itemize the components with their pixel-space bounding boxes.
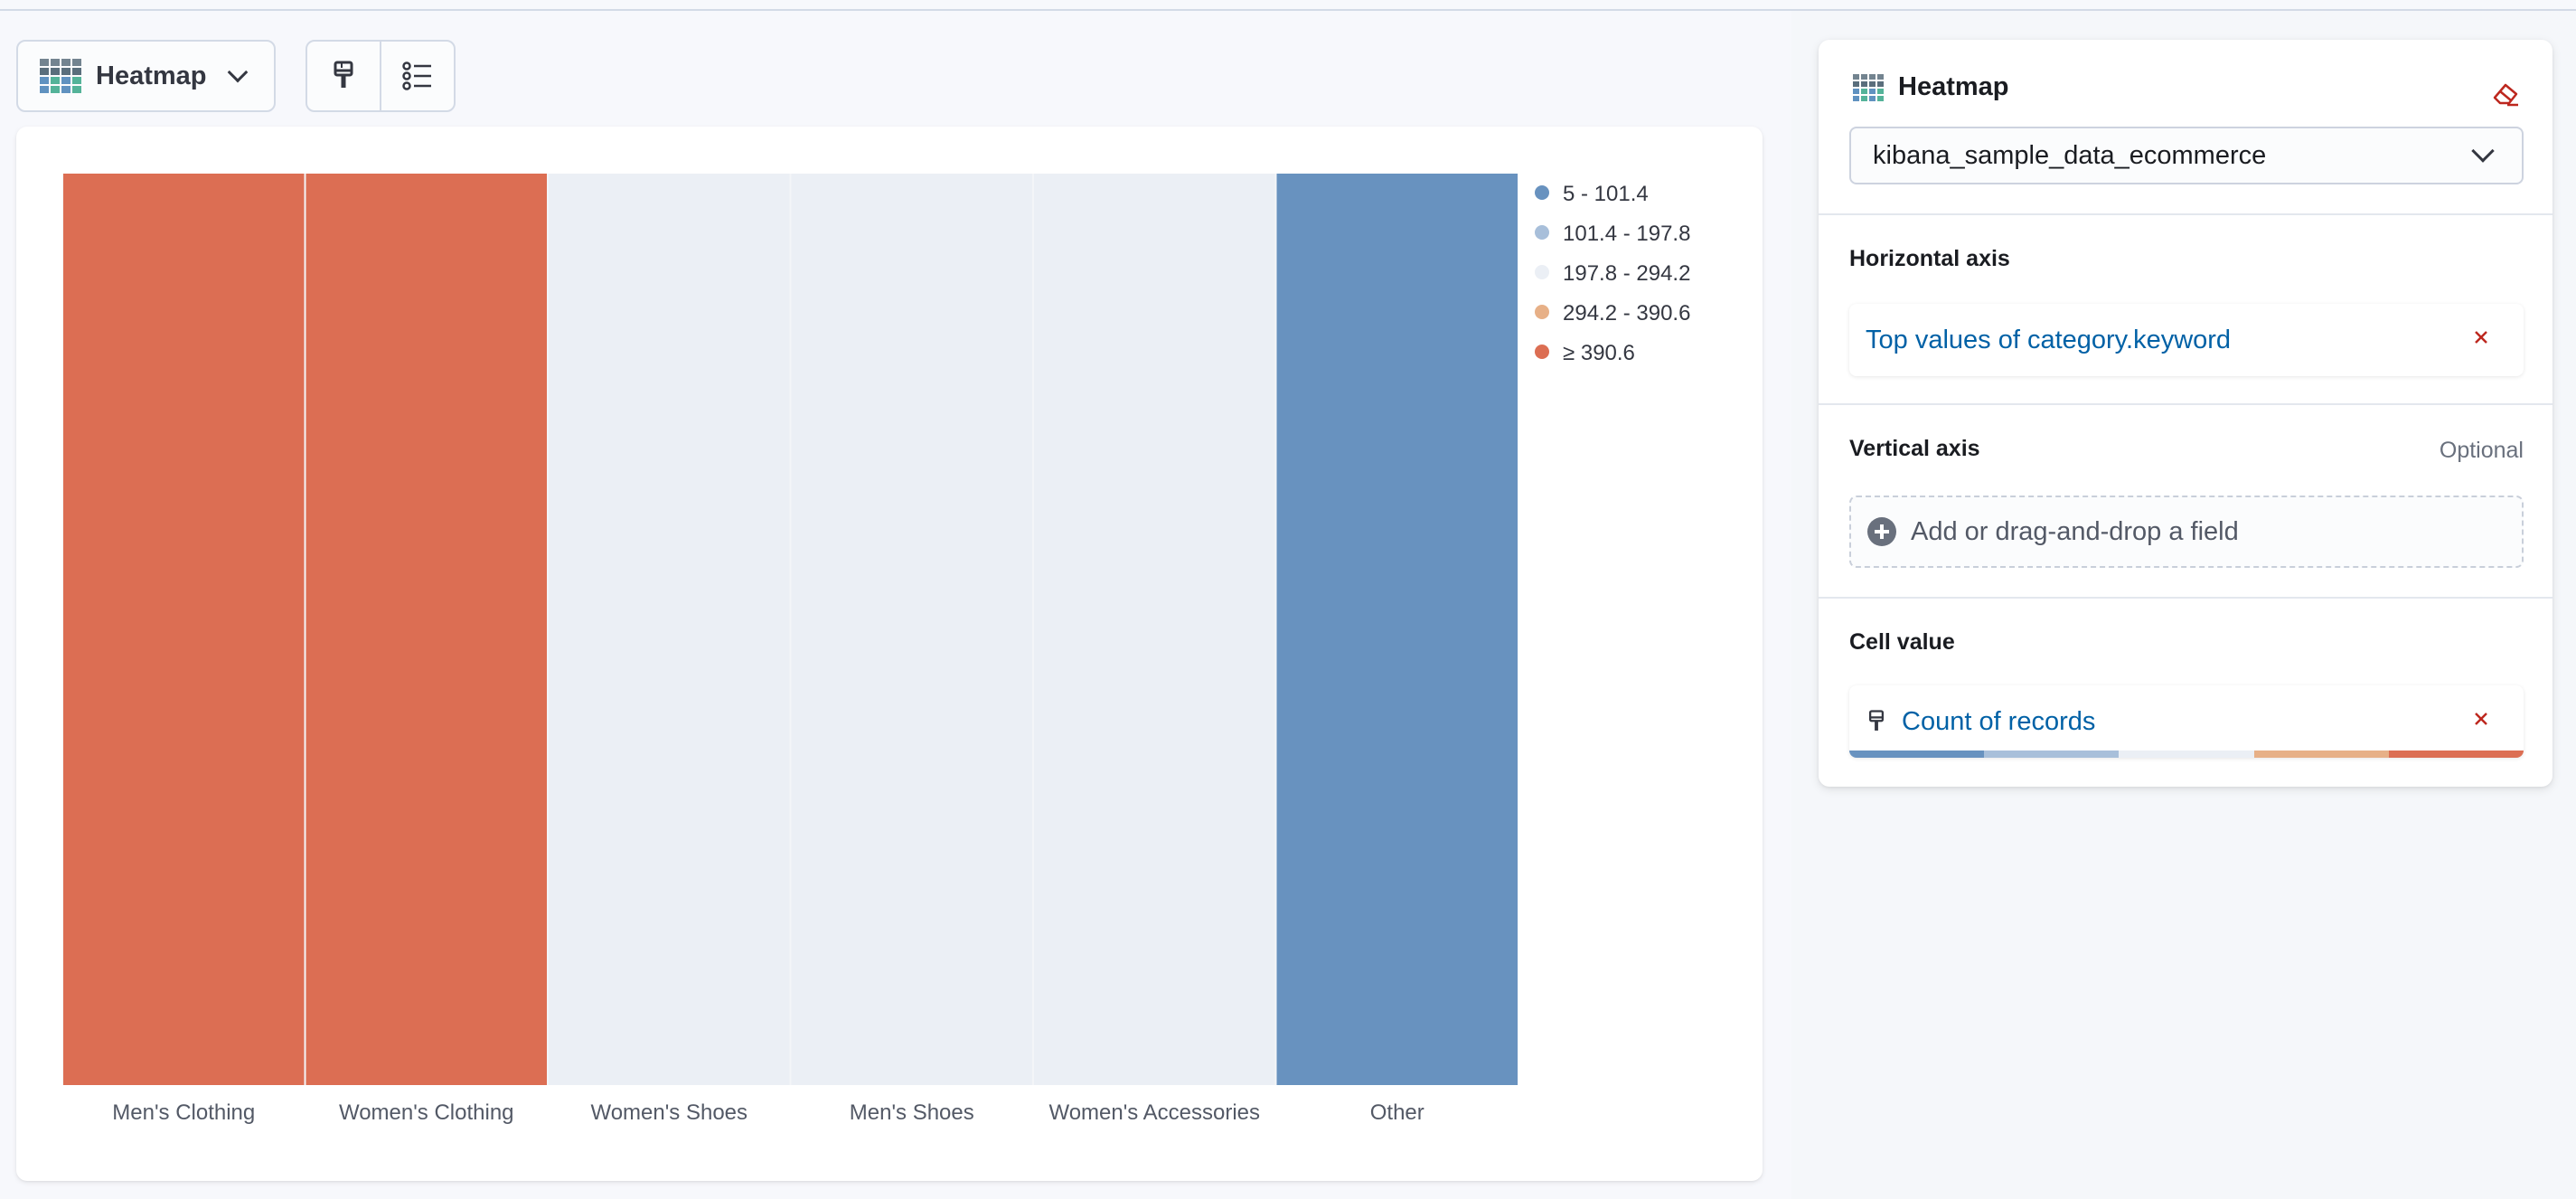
x-tick-label: Men's Shoes xyxy=(850,1100,974,1125)
heatmap-cell[interactable] xyxy=(791,174,1033,1085)
legend-swatch xyxy=(1535,305,1549,319)
config-header: Heatmap xyxy=(1853,72,2009,102)
x-tick-label: Other xyxy=(1370,1100,1424,1125)
list-bullet-icon xyxy=(402,61,431,90)
eraser-icon xyxy=(2493,83,2518,107)
app-header-border xyxy=(0,0,2576,11)
optional-label: Optional xyxy=(2439,438,2524,463)
x-tick-label: Women's Shoes xyxy=(590,1100,747,1125)
legend-swatch xyxy=(1535,225,1549,240)
x-tick-label: Women's Clothing xyxy=(339,1100,514,1125)
horizontal-axis-title: Horizontal axis xyxy=(1849,246,2010,271)
horizontal-axis-field: Top values of category.keyword xyxy=(1866,325,2232,354)
config-title: Heatmap xyxy=(1898,72,2009,101)
legend-label[interactable]: 197.8 - 294.2 xyxy=(1563,261,1690,286)
heatmap-icon xyxy=(1853,73,1884,101)
divider xyxy=(1819,403,2552,405)
legend-swatch xyxy=(1535,345,1549,359)
palette-swatch xyxy=(2253,751,2389,758)
heatmap-cell[interactable] xyxy=(549,174,790,1085)
chevron-down-icon xyxy=(2471,139,2495,163)
cell-value-title: Cell value xyxy=(1849,629,1955,655)
legend-options-button[interactable] xyxy=(380,42,454,110)
x-tick-label: Women's Accessories xyxy=(1048,1100,1260,1125)
palette-swatch xyxy=(1984,751,2120,758)
chevron-down-icon xyxy=(227,61,248,83)
legend-swatch xyxy=(1535,185,1549,200)
legend-label[interactable]: 5 - 101.4 xyxy=(1563,182,1649,206)
paintbrush-icon xyxy=(1868,710,1885,731)
cell-value-dimension[interactable]: Count of records xyxy=(1849,685,2524,758)
divider xyxy=(1819,597,2552,599)
heatmap-icon xyxy=(40,59,81,93)
legend-label[interactable]: 101.4 - 197.8 xyxy=(1563,222,1690,246)
style-options-button[interactable] xyxy=(307,42,380,110)
data-view-select[interactable]: kibana_sample_data_ecommerce xyxy=(1849,127,2524,184)
heatmap-cell[interactable] xyxy=(1034,174,1275,1085)
x-tick-label: Men's Clothing xyxy=(112,1100,255,1125)
divider xyxy=(1819,213,2552,215)
vertical-axis-title: Vertical axis xyxy=(1849,436,1980,461)
clear-layer-button[interactable] xyxy=(2487,76,2524,112)
cell-value-field: Count of records xyxy=(1902,706,2096,736)
remove-dimension-icon[interactable] xyxy=(2468,324,2495,351)
palette-swatch xyxy=(1849,751,1985,758)
legend-swatch xyxy=(1535,265,1549,279)
heatmap-cell[interactable] xyxy=(306,174,548,1085)
heatmap-cell[interactable] xyxy=(1276,174,1518,1085)
plot-background xyxy=(62,174,1518,1085)
chart-panel: Men's Clothing Women's Clothing Women's Sh… xyxy=(16,127,1763,1181)
heatmap-chart: Men's Clothing Women's Clothing Women's Sh… xyxy=(62,174,1690,1125)
config-panel: Heatmap kibana_sample_data_ecommerce Hor… xyxy=(1819,40,2552,787)
heatmap-cell[interactable] xyxy=(63,174,305,1085)
legend-label[interactable]: 294.2 - 390.6 xyxy=(1563,301,1690,326)
color-palette-strip xyxy=(1849,751,2524,758)
palette-swatch xyxy=(2119,751,2254,758)
vertical-axis-placeholder: Add or drag-and-drop a field xyxy=(1911,516,2239,546)
palette-swatch xyxy=(2388,751,2524,758)
chart-type-switcher[interactable]: Heatmap xyxy=(16,40,276,112)
visual-options-group xyxy=(306,40,456,112)
plus-circle-icon xyxy=(1867,517,1896,546)
remove-dimension-icon[interactable] xyxy=(2468,705,2495,732)
data-view-value: kibana_sample_data_ecommerce xyxy=(1873,140,2267,170)
legend-label[interactable]: ≥ 390.6 xyxy=(1563,341,1635,365)
vertical-axis-drop-zone[interactable]: Add or drag-and-drop a field xyxy=(1849,496,2524,568)
chart-type-label: Heatmap xyxy=(96,61,207,90)
paintbrush-icon xyxy=(334,61,353,88)
horizontal-axis-dimension[interactable]: Top values of category.keyword xyxy=(1849,304,2524,376)
